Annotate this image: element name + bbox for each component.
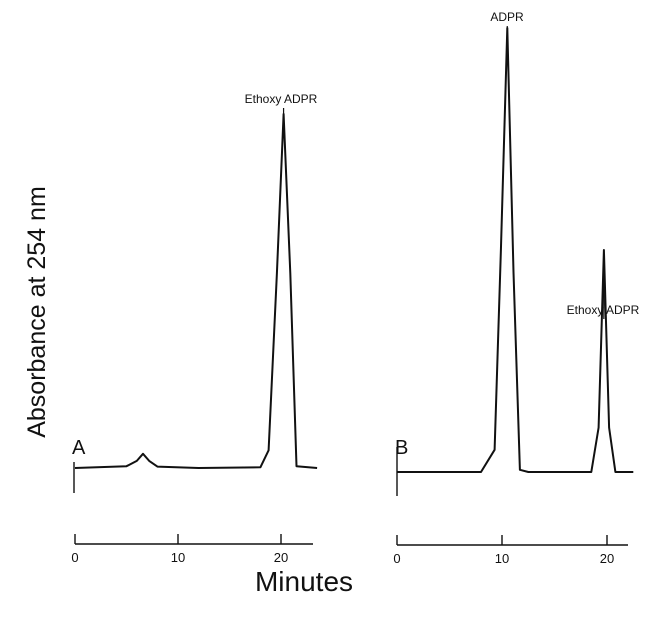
panel-b-x-tick-label: 10 bbox=[495, 551, 509, 566]
panel-b-x-tick-label: 0 bbox=[393, 551, 400, 566]
panel-a-x-tick-label: 0 bbox=[71, 550, 78, 565]
x-axis-label: Minutes bbox=[255, 566, 353, 597]
y-axis-label: Absorbance at 254 nm bbox=[23, 186, 51, 438]
peak-label: Ethoxy ADPR bbox=[245, 92, 318, 106]
panel-a-x-tick-label: 10 bbox=[171, 550, 185, 565]
panel-b-label: B bbox=[395, 437, 408, 459]
panel-a-trace bbox=[74, 113, 318, 469]
panel-b: B ADPR Ethoxy ADPR 0 10 20 bbox=[393, 10, 639, 566]
panel-b-x-tick-label: 20 bbox=[600, 551, 614, 566]
panel-a: A Ethoxy ADPR 0 10 20 bbox=[71, 92, 317, 565]
peak-label: Ethoxy ADPR bbox=[567, 303, 640, 317]
panel-b-trace bbox=[397, 27, 634, 473]
peak-label: ADPR bbox=[490, 10, 524, 24]
panel-a-x-tick-label: 20 bbox=[274, 550, 288, 565]
panel-a-label: A bbox=[72, 437, 86, 459]
